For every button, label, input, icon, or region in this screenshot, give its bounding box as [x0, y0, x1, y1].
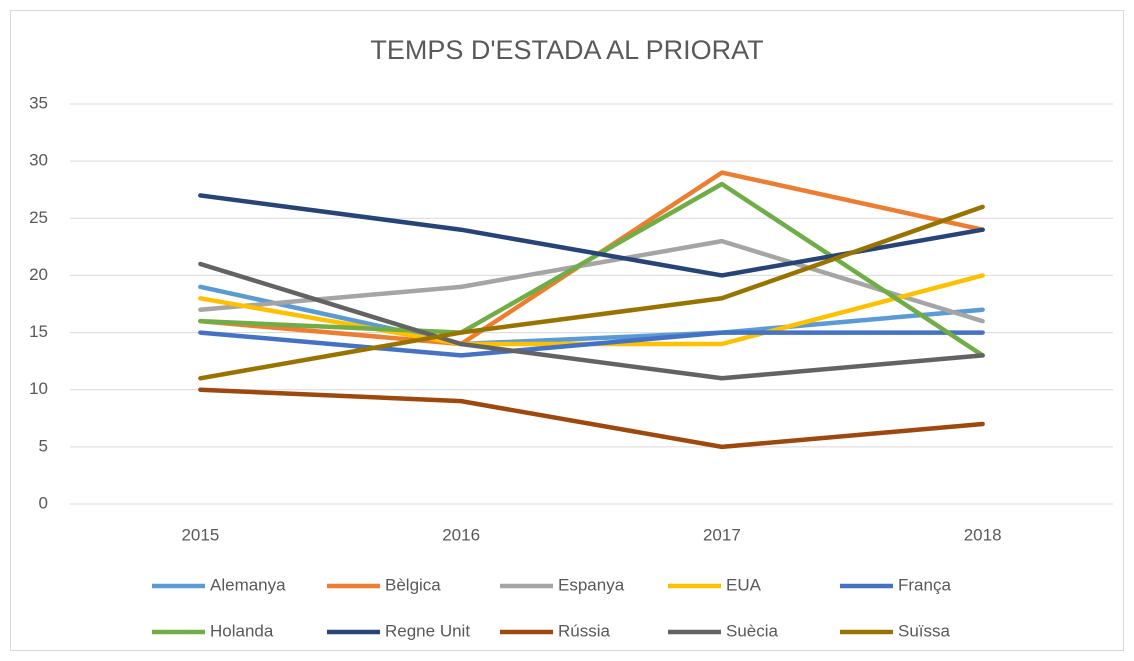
y-tick-label: 35 — [29, 93, 48, 112]
x-tick-label: 2016 — [442, 525, 480, 544]
y-tick-label: 25 — [29, 208, 48, 227]
series-line — [198, 238, 985, 324]
series-line — [198, 204, 985, 381]
series-line — [198, 181, 985, 358]
legend-label: França — [898, 575, 951, 594]
x-tick-label: 2018 — [964, 525, 1002, 544]
y-tick-label: 20 — [29, 265, 48, 284]
series-line — [198, 261, 985, 381]
legend-label: Suècia — [726, 621, 779, 640]
series-line — [198, 284, 985, 347]
chart-title: TEMPS D'ESTADA AL PRIORAT — [370, 35, 763, 65]
series-line — [198, 330, 985, 358]
legend-label: Suïssa — [898, 621, 951, 640]
y-tick-label: 15 — [29, 322, 48, 341]
y-tick-label: 0 — [39, 493, 48, 512]
legend-label: Holanda — [210, 621, 274, 640]
y-tick-label: 10 — [29, 379, 48, 398]
x-tick-label: 2017 — [703, 525, 741, 544]
y-tick-label: 5 — [39, 436, 48, 455]
legend-label: Espanya — [558, 575, 625, 594]
legend-label: EUA — [726, 575, 762, 594]
series-line — [198, 387, 985, 450]
y-tick-label: 30 — [29, 151, 48, 170]
legend-label: Rússia — [558, 621, 611, 640]
legend-label: Bèlgica — [385, 575, 441, 594]
legend-label: Alemanya — [210, 575, 286, 594]
x-tick-label: 2015 — [181, 525, 219, 544]
legend-label: Regne Unit — [385, 621, 470, 640]
